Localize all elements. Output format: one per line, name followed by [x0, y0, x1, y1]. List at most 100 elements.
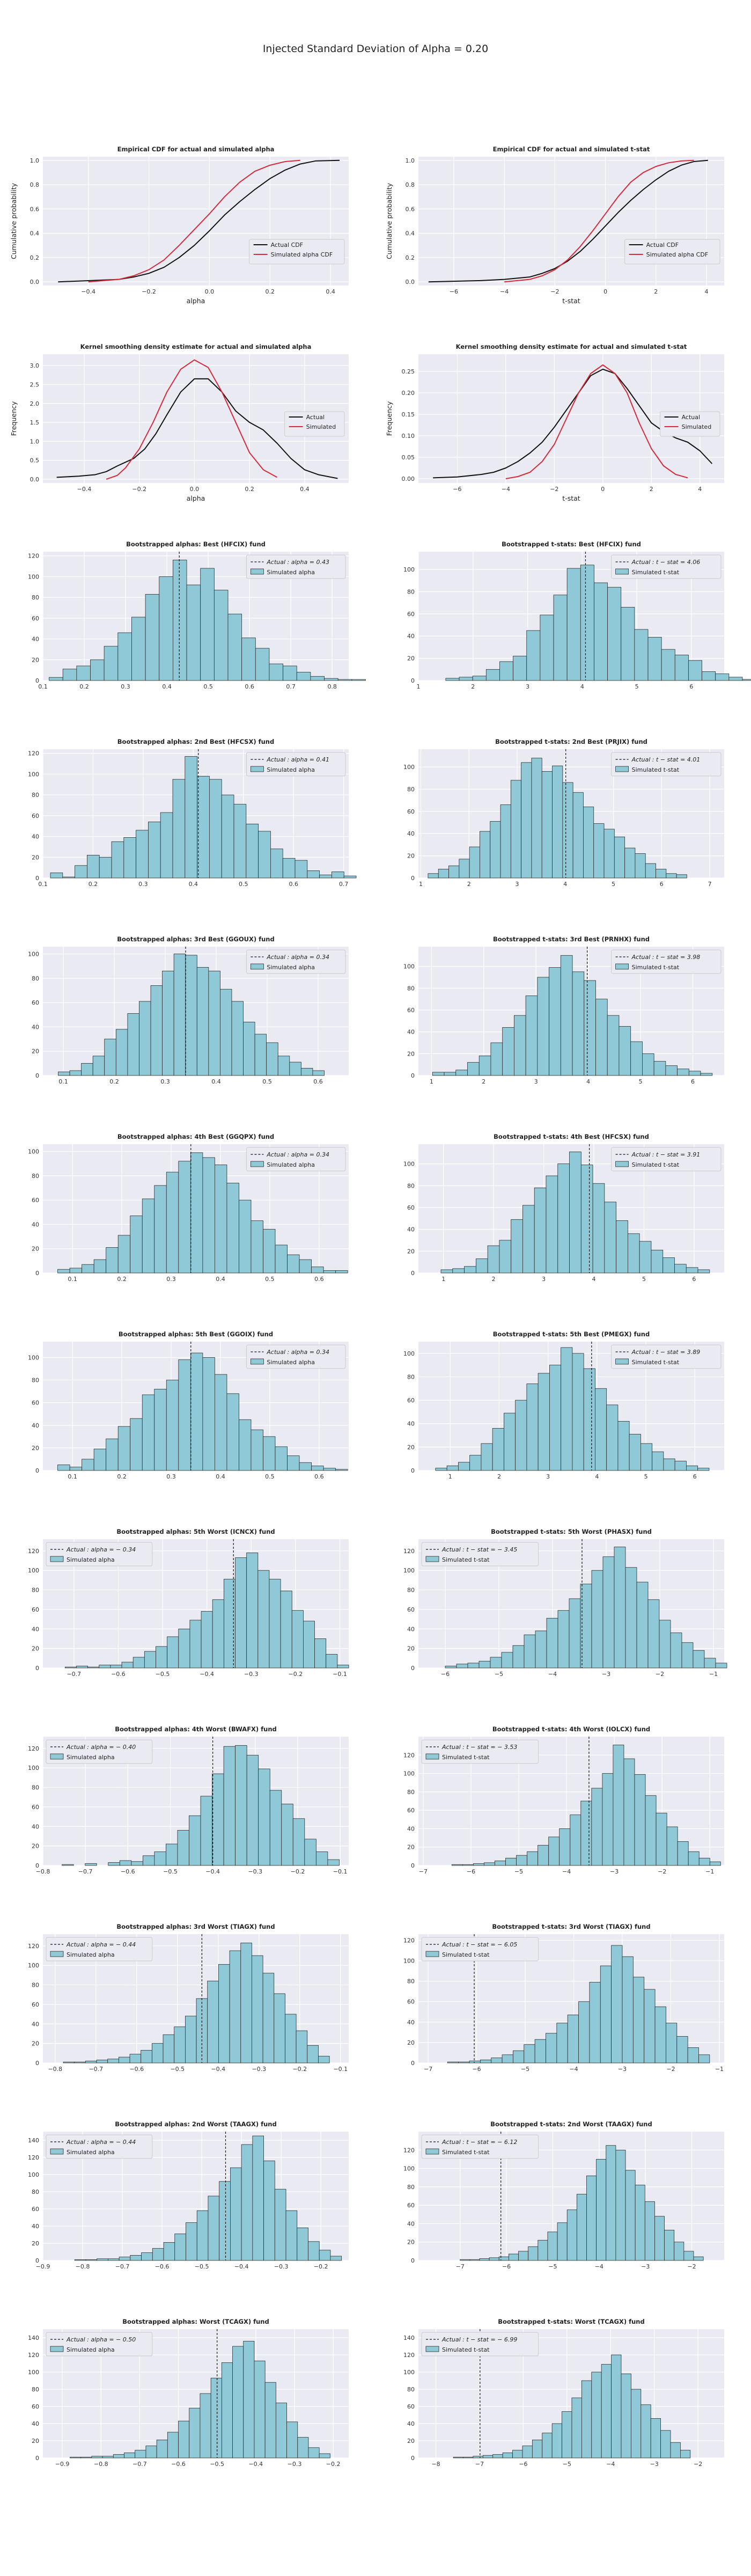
- y-tick-label: 0: [411, 1862, 415, 1869]
- chart-title: Bootstrapped t-stats: 2nd Best (PRJIX) f…: [495, 738, 647, 745]
- x-tick-label: 2: [497, 1473, 501, 1480]
- histogram-bar: [214, 1374, 227, 1471]
- x-tick-label: −0.5: [156, 1671, 170, 1678]
- histogram-bar: [202, 1157, 215, 1274]
- histogram-bar: [136, 830, 149, 879]
- histogram-bar: [467, 1663, 480, 1668]
- y-tick-label: 60: [407, 2403, 415, 2410]
- histogram-bar: [606, 2145, 616, 2261]
- histogram-bar: [698, 1857, 710, 1866]
- y-tick-label: 0: [411, 875, 415, 882]
- y-tick-label: 100: [403, 1350, 415, 1357]
- y-tick-label: 100: [28, 1567, 39, 1574]
- histogram-bar: [513, 2050, 525, 2063]
- x-tick-label: −1: [705, 1868, 714, 1875]
- y-tick-label: 60: [32, 2403, 39, 2410]
- y-tick-label: 60: [32, 1804, 39, 1811]
- histogram-bar: [50, 872, 63, 879]
- histogram-bar: [255, 648, 270, 681]
- histogram-bar: [299, 1259, 312, 1274]
- y-tick-label: 100: [28, 1354, 39, 1361]
- histogram-bar: [85, 2060, 97, 2063]
- histogram-bar: [167, 1636, 179, 1668]
- histogram-bar: [511, 1219, 523, 1274]
- x-tick-label: 0.3: [121, 683, 130, 690]
- x-tick-label: 0.4: [300, 486, 310, 493]
- histogram-bar: [688, 1851, 700, 1866]
- histogram-bar: [85, 1863, 97, 1866]
- x-tick-label: 0.1: [38, 881, 48, 888]
- histogram-bar: [319, 2250, 331, 2261]
- histogram-bar: [251, 1220, 263, 1274]
- x-tick-label: 0.6: [314, 1473, 324, 1480]
- histogram-bar: [463, 2456, 474, 2458]
- histogram-bar: [625, 1567, 637, 1668]
- y-tick-label: 80: [407, 1978, 415, 1985]
- legend-label-simulated: Simulated alpha: [67, 1754, 115, 1761]
- legend-label: Simulated: [306, 423, 336, 430]
- histogram-bar: [534, 1187, 547, 1274]
- histogram-bar: [653, 1061, 666, 1076]
- histogram-bar: [742, 679, 751, 681]
- histogram-bar: [208, 970, 220, 1076]
- legend-box: [284, 411, 345, 437]
- histogram-bar: [283, 665, 297, 681]
- y-tick-label: 40: [32, 2223, 39, 2230]
- histogram-bar: [469, 2060, 481, 2063]
- histogram-bar: [524, 1634, 536, 1668]
- y-tick-label: 100: [28, 573, 39, 580]
- histogram-bar: [178, 1359, 191, 1471]
- x-tick-label: −2: [658, 1868, 666, 1875]
- y-tick-label: 0: [411, 677, 415, 684]
- chart-panel-7: Bootstrapped alphas: 2nd Best (HFCSX) fu…: [28, 738, 357, 888]
- histogram-bar: [64, 1666, 77, 1668]
- x-tick-label: 2: [650, 486, 653, 493]
- histogram-bar: [269, 1579, 281, 1668]
- legend-box: [421, 1937, 539, 1962]
- plot-area: [43, 157, 349, 286]
- y-tick-label: 120: [403, 1937, 415, 1944]
- y-tick-label: 80: [407, 786, 415, 793]
- chart-panel-3: Kernel smoothing density estimate for ac…: [10, 343, 349, 502]
- histogram-bar: [62, 1864, 74, 1866]
- histogram-bar: [674, 2242, 684, 2261]
- histogram-bar: [435, 1468, 447, 1471]
- histogram-bar: [516, 1855, 528, 1866]
- histogram-bar: [230, 2167, 242, 2261]
- y-tick-label: 0: [35, 875, 39, 882]
- histogram-bar: [87, 855, 100, 879]
- histogram-bar: [111, 841, 124, 879]
- histogram-bar: [287, 1254, 300, 1274]
- histogram-bar: [492, 2454, 503, 2458]
- legend-label-actual: Actual : t − stat = − 3.45: [441, 1546, 517, 1553]
- histogram-bar: [464, 1266, 476, 1274]
- y-tick-label: 140: [28, 2137, 39, 2144]
- x-tick-label: 0.2: [109, 1078, 119, 1085]
- y-tick-label: 80: [32, 1784, 39, 1791]
- chart-title: Kernel smoothing density estimate for ac…: [80, 343, 312, 350]
- x-tick-label: 0.1: [68, 1276, 77, 1283]
- histogram-bar: [469, 2259, 480, 2261]
- histogram-bar: [310, 676, 325, 681]
- x-tick-label: −0.8: [94, 2461, 108, 2468]
- histogram-bar: [537, 977, 549, 1076]
- histogram-bar: [258, 831, 271, 879]
- legend-label-actual: Actual : alpha = 0.41: [266, 756, 329, 763]
- y-tick-label: 40: [32, 636, 39, 643]
- histogram-bar: [528, 2246, 539, 2261]
- histogram-bar: [688, 660, 702, 681]
- histogram-bar: [538, 1373, 550, 1471]
- legend-label-actual: Actual : t − stat = − 6.05: [441, 1941, 517, 1948]
- y-tick-label: 100: [403, 2369, 415, 2376]
- histogram-bar: [562, 782, 573, 879]
- histogram-bar: [307, 870, 320, 879]
- histogram-bar: [254, 2360, 266, 2458]
- y-tick-label: 100: [403, 764, 415, 771]
- histogram-bar: [557, 2222, 568, 2261]
- histogram-bar: [698, 2054, 710, 2063]
- y-tick-label: 0.4: [30, 230, 40, 237]
- chart-panel-8: Bootstrapped t-stats: 2nd Best (PRJIX) f…: [403, 738, 724, 888]
- x-tick-label: −0.7: [89, 2066, 103, 2073]
- histogram-bar: [135, 2450, 146, 2458]
- histogram-bar: [715, 674, 730, 681]
